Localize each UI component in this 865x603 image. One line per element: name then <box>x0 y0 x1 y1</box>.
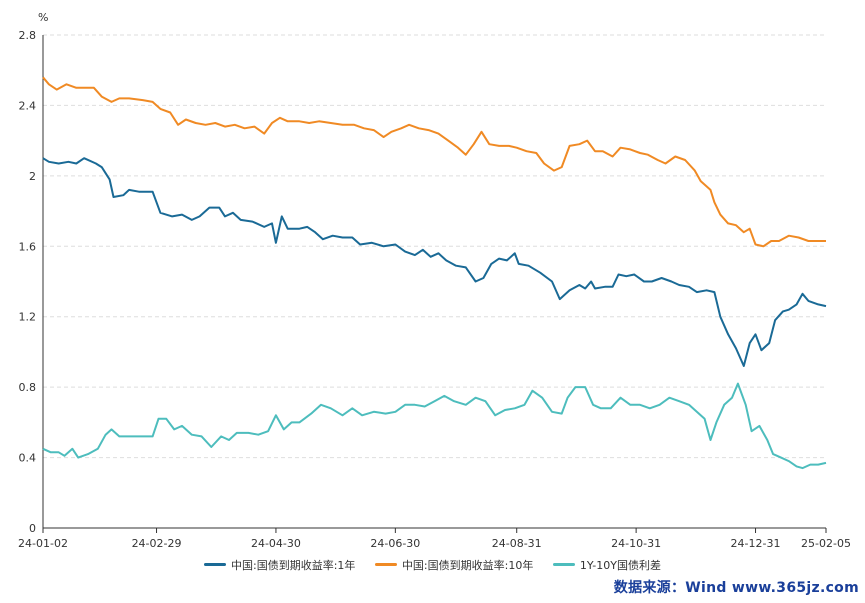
y-tick-label: 0 <box>29 522 36 535</box>
legend-swatch-1y <box>204 563 227 566</box>
y-tick-label: 2.4 <box>19 99 37 112</box>
watermark: 数据来源：Wind www.365jz.com <box>613 580 859 596</box>
legend-item-spread[interactable]: 1Y-10Y国债利差 <box>552 557 661 573</box>
series-line-10y-yield <box>42 76 826 248</box>
legend-label-10y: 中国:国债到期收益率:10年 <box>401 558 534 572</box>
y-tick-label: 0.4 <box>19 452 37 465</box>
x-tick-label: 24-06-30 <box>370 537 420 550</box>
axes: 0 0.4 0.8 1.2 1.6 2 2.4 2.8 24-01-02 24-02-29 24-0… <box>18 29 851 550</box>
x-tick-label: 24-12-31 <box>731 537 781 550</box>
y-tick-label: 2 <box>29 170 36 183</box>
legend: 中国:国债到期收益率:1年 中国:国债到期收益率:10年 1Y-10Y国债利差 <box>0 556 865 573</box>
legend-item-10y[interactable]: 中国:国债到期收益率:10年 <box>374 557 534 573</box>
y-unit-label: % <box>38 11 48 24</box>
legend-swatch-spread <box>552 563 575 566</box>
series-line-1y-yield <box>42 157 827 367</box>
x-tick-label: 24-02-29 <box>132 537 182 550</box>
x-tick-label: 24-04-30 <box>251 537 301 550</box>
x-tick-label: 25-02-05 <box>801 537 851 550</box>
legend-item-1y[interactable]: 中国:国债到期收益率:1年 <box>204 557 355 573</box>
legend-label-spread: 1Y-10Y国债利差 <box>579 558 661 572</box>
legend-swatch-10y <box>374 563 397 566</box>
y-tick-label: 0.8 <box>19 381 37 394</box>
y-tick-label: 1.6 <box>19 240 37 253</box>
y-tick-label: 1.2 <box>19 311 37 324</box>
legend-label-1y: 中国:国债到期收益率:1年 <box>231 558 356 572</box>
y-tick-label: 2.8 <box>19 29 37 42</box>
x-tick-label: 24-10-31 <box>611 537 661 550</box>
gridlines <box>43 34 826 459</box>
series-line-spread <box>42 382 827 470</box>
x-tick-label: 24-01-02 <box>18 537 68 550</box>
x-tick-label: 24-08-31 <box>492 537 542 550</box>
series-lines <box>42 76 827 470</box>
